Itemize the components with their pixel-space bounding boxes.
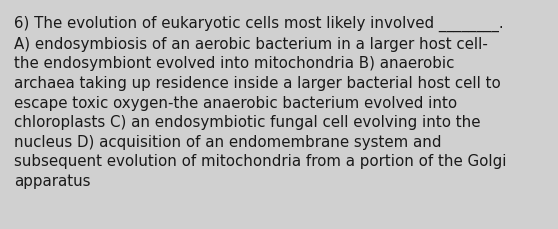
Text: 6) The evolution of eukaryotic cells most likely involved ________.
A) endosymbi: 6) The evolution of eukaryotic cells mos… <box>14 16 507 188</box>
